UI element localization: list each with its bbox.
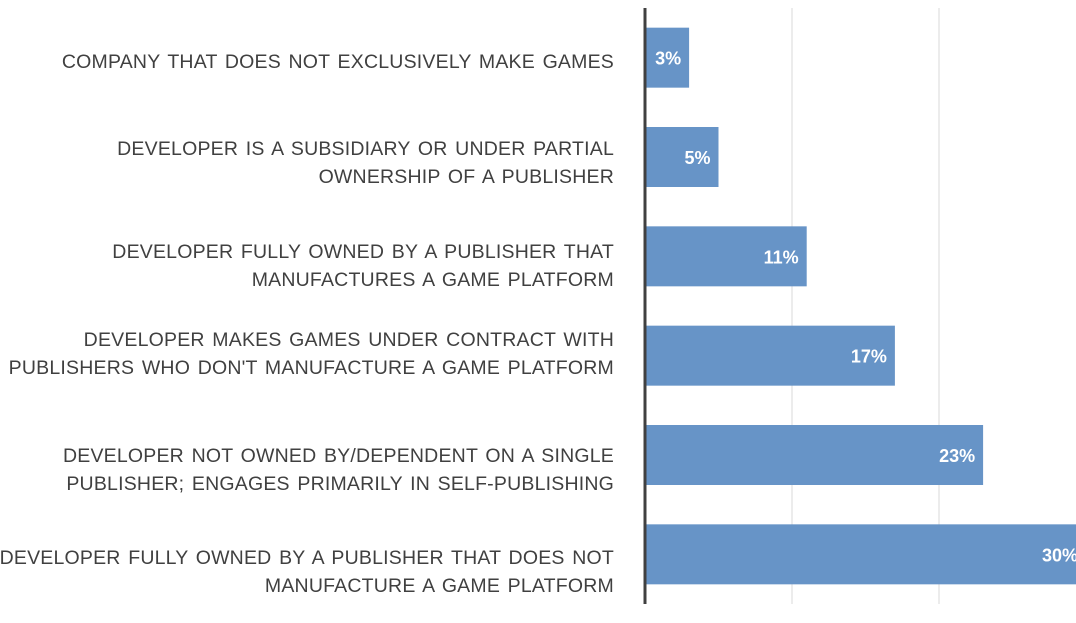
category-label: DEVELOPER IS A SUBSIDIARY OR UNDER PARTI…: [117, 138, 614, 188]
data-label: 30%: [1042, 545, 1076, 565]
category-label: DEVELOPER MAKES GAMES UNDER CONTRACT WIT…: [8, 329, 614, 379]
bar: [645, 127, 719, 187]
category-label: DEVELOPER NOT OWNED BY/DEPENDENT ON A SI…: [62, 445, 614, 495]
data-label: 5%: [684, 148, 710, 168]
bar: [645, 524, 1076, 585]
bar: [645, 27, 690, 88]
data-label: 11%: [764, 247, 799, 267]
category-label: DEVELOPER FULLY OWNED BY A PUBLISHER THA…: [112, 241, 614, 291]
category-label: DEVELOPER FULLY OWNED BY A PUBLISHER THA…: [0, 547, 614, 597]
bar: [645, 226, 807, 287]
category-label: COMPANY THAT DOES NOT EXCLUSIVELY MAKE G…: [61, 51, 614, 73]
data-label: 17%: [851, 347, 887, 367]
data-label: 23%: [939, 446, 975, 466]
bar: [645, 325, 895, 386]
bar: [645, 425, 984, 485]
data-label: 3%: [655, 49, 681, 69]
